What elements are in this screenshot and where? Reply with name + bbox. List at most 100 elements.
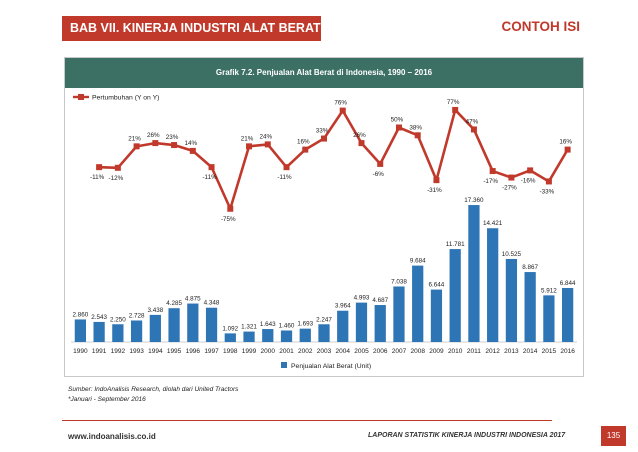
bar-value-label: 4.875 — [185, 296, 201, 303]
bar-value-label: 10.525 — [502, 251, 522, 258]
growth-value-label: 33% — [316, 128, 329, 135]
growth-line — [99, 108, 569, 211]
growth-value-label: -12% — [109, 175, 124, 182]
x-tick-label: 2016 — [560, 348, 575, 355]
growth-value-label: -17% — [483, 178, 498, 185]
bar-value-label: 7.038 — [391, 278, 407, 285]
bar-value-label: 1.460 — [279, 322, 295, 329]
bar-value-label: 14.421 — [483, 220, 503, 227]
growth-marker — [470, 126, 477, 133]
bar-value-label: 1.321 — [241, 324, 257, 331]
growth-marker — [395, 124, 402, 131]
bar-value-label: 3.964 — [335, 303, 351, 310]
growth-marker — [377, 160, 384, 167]
growth-value-label: -6% — [373, 171, 385, 178]
growth-value-label: -11% — [90, 174, 105, 181]
bar — [374, 305, 386, 342]
growth-value-label: 16% — [297, 139, 310, 146]
sample-tag: CONTOH ISI — [501, 19, 580, 34]
source-line: Sumber: IndoAnalisis Research, diolah da… — [68, 386, 239, 393]
growth-marker — [96, 164, 103, 171]
bar — [412, 265, 424, 342]
bar — [524, 272, 536, 342]
growth-marker — [358, 140, 365, 147]
growth-marker — [246, 143, 253, 150]
bar — [149, 314, 161, 342]
growth-marker — [433, 177, 440, 184]
bar — [337, 310, 349, 342]
growth-marker — [114, 164, 121, 171]
growth-marker — [545, 178, 552, 185]
x-tick-label: 2004 — [336, 348, 351, 355]
bar-value-label: 1.643 — [260, 321, 276, 328]
bar-value-label: 2.860 — [72, 311, 88, 318]
bar — [168, 308, 180, 342]
chart-title: Grafik 7.2. Penjualan Alat Berat di Indo… — [65, 58, 583, 88]
bar — [355, 302, 368, 342]
bar — [487, 228, 499, 342]
bar — [318, 324, 330, 342]
growth-value-label: 16% — [559, 139, 572, 146]
x-tick-label: 2010 — [448, 348, 463, 355]
x-tick-label: 2014 — [523, 348, 538, 355]
growth-value-label: -16% — [521, 177, 536, 184]
growth-marker — [208, 164, 215, 171]
bar — [562, 288, 574, 342]
growth-value-label: 21% — [241, 135, 254, 142]
x-tick-label: 2006 — [373, 348, 388, 355]
bar — [243, 331, 255, 342]
x-tick-label: 2013 — [504, 348, 519, 355]
source-note: Sumber: IndoAnalisis Research, diolah da… — [68, 385, 238, 404]
x-tick-label: 1999 — [242, 348, 257, 355]
bar-value-label: 3.438 — [147, 307, 163, 314]
line-legend-label: Pertumbuhan (Y on Y) — [92, 95, 159, 102]
growth-value-label: 14% — [185, 140, 198, 147]
growth-marker — [171, 142, 178, 149]
growth-marker — [452, 106, 459, 113]
growth-value-label: -27% — [502, 185, 517, 192]
x-tick-label: 1990 — [73, 348, 88, 355]
bar-legend-label: Penjualan Alat Berat (Unit) — [291, 363, 371, 370]
bar — [112, 324, 124, 342]
bar-value-label: 2.247 — [316, 316, 332, 323]
growth-value-label: -11% — [277, 174, 292, 181]
bar-value-label: 1.092 — [222, 325, 238, 332]
website-link[interactable]: www.indoanalisis.co.id — [68, 432, 156, 441]
growth-marker — [133, 143, 140, 150]
bar-value-label: 6.644 — [429, 282, 445, 289]
x-tick-label: 2003 — [317, 348, 332, 355]
x-tick-label: 1991 — [92, 348, 107, 355]
x-tick-label: 1993 — [129, 348, 144, 355]
growth-marker — [264, 141, 271, 148]
x-tick-label: 1996 — [186, 348, 201, 355]
growth-value-label: 77% — [447, 99, 460, 106]
bar-value-label: 4.993 — [354, 295, 370, 302]
x-tick-label: 1992 — [111, 348, 126, 355]
growth-value-label: 38% — [409, 124, 422, 131]
growth-marker — [189, 147, 196, 154]
growth-value-label: 47% — [466, 118, 479, 125]
growth-marker — [489, 168, 496, 175]
line-legend-marker — [78, 94, 84, 100]
growth-value-label: -33% — [540, 188, 555, 195]
growth-value-label: 26% — [147, 132, 160, 139]
bar-legend-swatch — [281, 362, 287, 368]
bar — [74, 319, 86, 342]
x-tick-label: 2008 — [410, 348, 425, 355]
source-footnote: *Januari - September 2016 — [68, 395, 146, 403]
x-tick-label: 2002 — [298, 348, 313, 355]
growth-value-label: 21% — [128, 135, 141, 142]
x-tick-label: 2015 — [542, 348, 557, 355]
x-tick-label: 1994 — [148, 348, 163, 355]
growth-marker — [321, 135, 327, 142]
bar-value-label: 2.543 — [91, 314, 107, 321]
bar — [299, 328, 311, 342]
bar — [468, 205, 480, 342]
bar — [449, 249, 461, 342]
growth-marker — [508, 174, 515, 181]
growth-marker — [527, 167, 534, 174]
growth-value-label: 23% — [166, 134, 179, 141]
bar-value-label: 11.781 — [446, 241, 465, 248]
page-number: 135 — [601, 426, 626, 446]
bar — [393, 286, 405, 342]
